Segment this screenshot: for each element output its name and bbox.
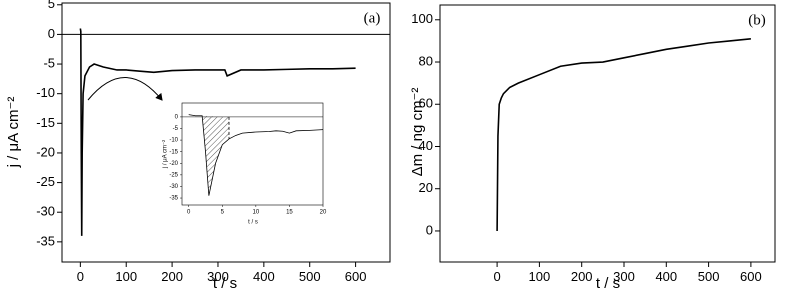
x-tick-label: 300 <box>207 269 229 284</box>
y-tick-label: 100 <box>411 11 433 26</box>
plot-frame <box>439 4 776 263</box>
y-tick-label: -20 <box>36 144 55 159</box>
y-tick-label: -30 <box>36 204 55 219</box>
y-tick-label: 0 <box>175 114 179 120</box>
x-tick-label: 15 <box>286 209 293 215</box>
hatched-area <box>202 115 229 196</box>
y-tick-label: -25 <box>36 174 55 189</box>
y-tick-label: -35 <box>36 233 55 248</box>
y-tick-label: -30 <box>169 184 178 190</box>
data-line <box>188 114 324 196</box>
y-tick-label: 40 <box>419 138 433 153</box>
y-tick-label: -10 <box>169 138 178 144</box>
x-tick-label: 0 <box>493 269 500 284</box>
x-tick-label: 200 <box>161 269 183 284</box>
x-tick-label: 10 <box>253 209 260 215</box>
y-tick-label: -5 <box>43 55 55 70</box>
y-axis-label: j / μA cm⁻² <box>5 97 22 169</box>
y-tick-label: -35 <box>169 196 178 202</box>
x-tick-label: 500 <box>698 269 720 284</box>
x-tick-label: 5 <box>221 209 225 215</box>
y-tick-label: 0 <box>48 26 55 41</box>
x-tick-label: 0 <box>187 209 191 215</box>
x-axis-label: t / s <box>248 220 258 226</box>
y-axis-label: j / μA cm⁻² <box>163 140 169 169</box>
x-tick-label: 500 <box>299 269 321 284</box>
x-tick-label: 20 <box>320 209 327 215</box>
y-tick-label: -15 <box>36 115 55 130</box>
x-tick-label: 100 <box>529 269 551 284</box>
y-axis-label: Δm / ng cm⁻² <box>409 88 426 177</box>
panel-label: (a) <box>364 10 381 26</box>
data-line <box>496 37 751 231</box>
y-tick-label: 5 <box>48 0 55 11</box>
y-tick-label: 80 <box>419 53 433 68</box>
y-tick-label: -20 <box>169 161 178 167</box>
y-tick-label: 60 <box>419 96 433 111</box>
x-axis-label: t / s <box>596 275 620 291</box>
data-line <box>79 28 356 236</box>
y-tick-label: 0 <box>426 222 433 237</box>
x-tick-label: 100 <box>115 269 137 284</box>
y-tick-label: -25 <box>169 172 178 178</box>
x-tick-label: 600 <box>345 269 367 284</box>
zoom-arrow <box>87 77 163 101</box>
panel-label: (b) <box>748 12 766 28</box>
x-tick-label: 600 <box>740 269 762 284</box>
x-tick-label: 0 <box>77 269 84 284</box>
x-tick-label: 200 <box>571 269 593 284</box>
x-tick-label: 300 <box>613 269 635 284</box>
y-tick-label: 20 <box>419 180 433 195</box>
y-tick-label: -10 <box>36 85 55 100</box>
x-axis-label: t / s <box>213 275 237 291</box>
x-tick-label: 400 <box>253 269 275 284</box>
x-tick-label: 400 <box>655 269 677 284</box>
y-tick-label: -5 <box>173 126 179 132</box>
y-tick-label: -15 <box>169 149 178 155</box>
